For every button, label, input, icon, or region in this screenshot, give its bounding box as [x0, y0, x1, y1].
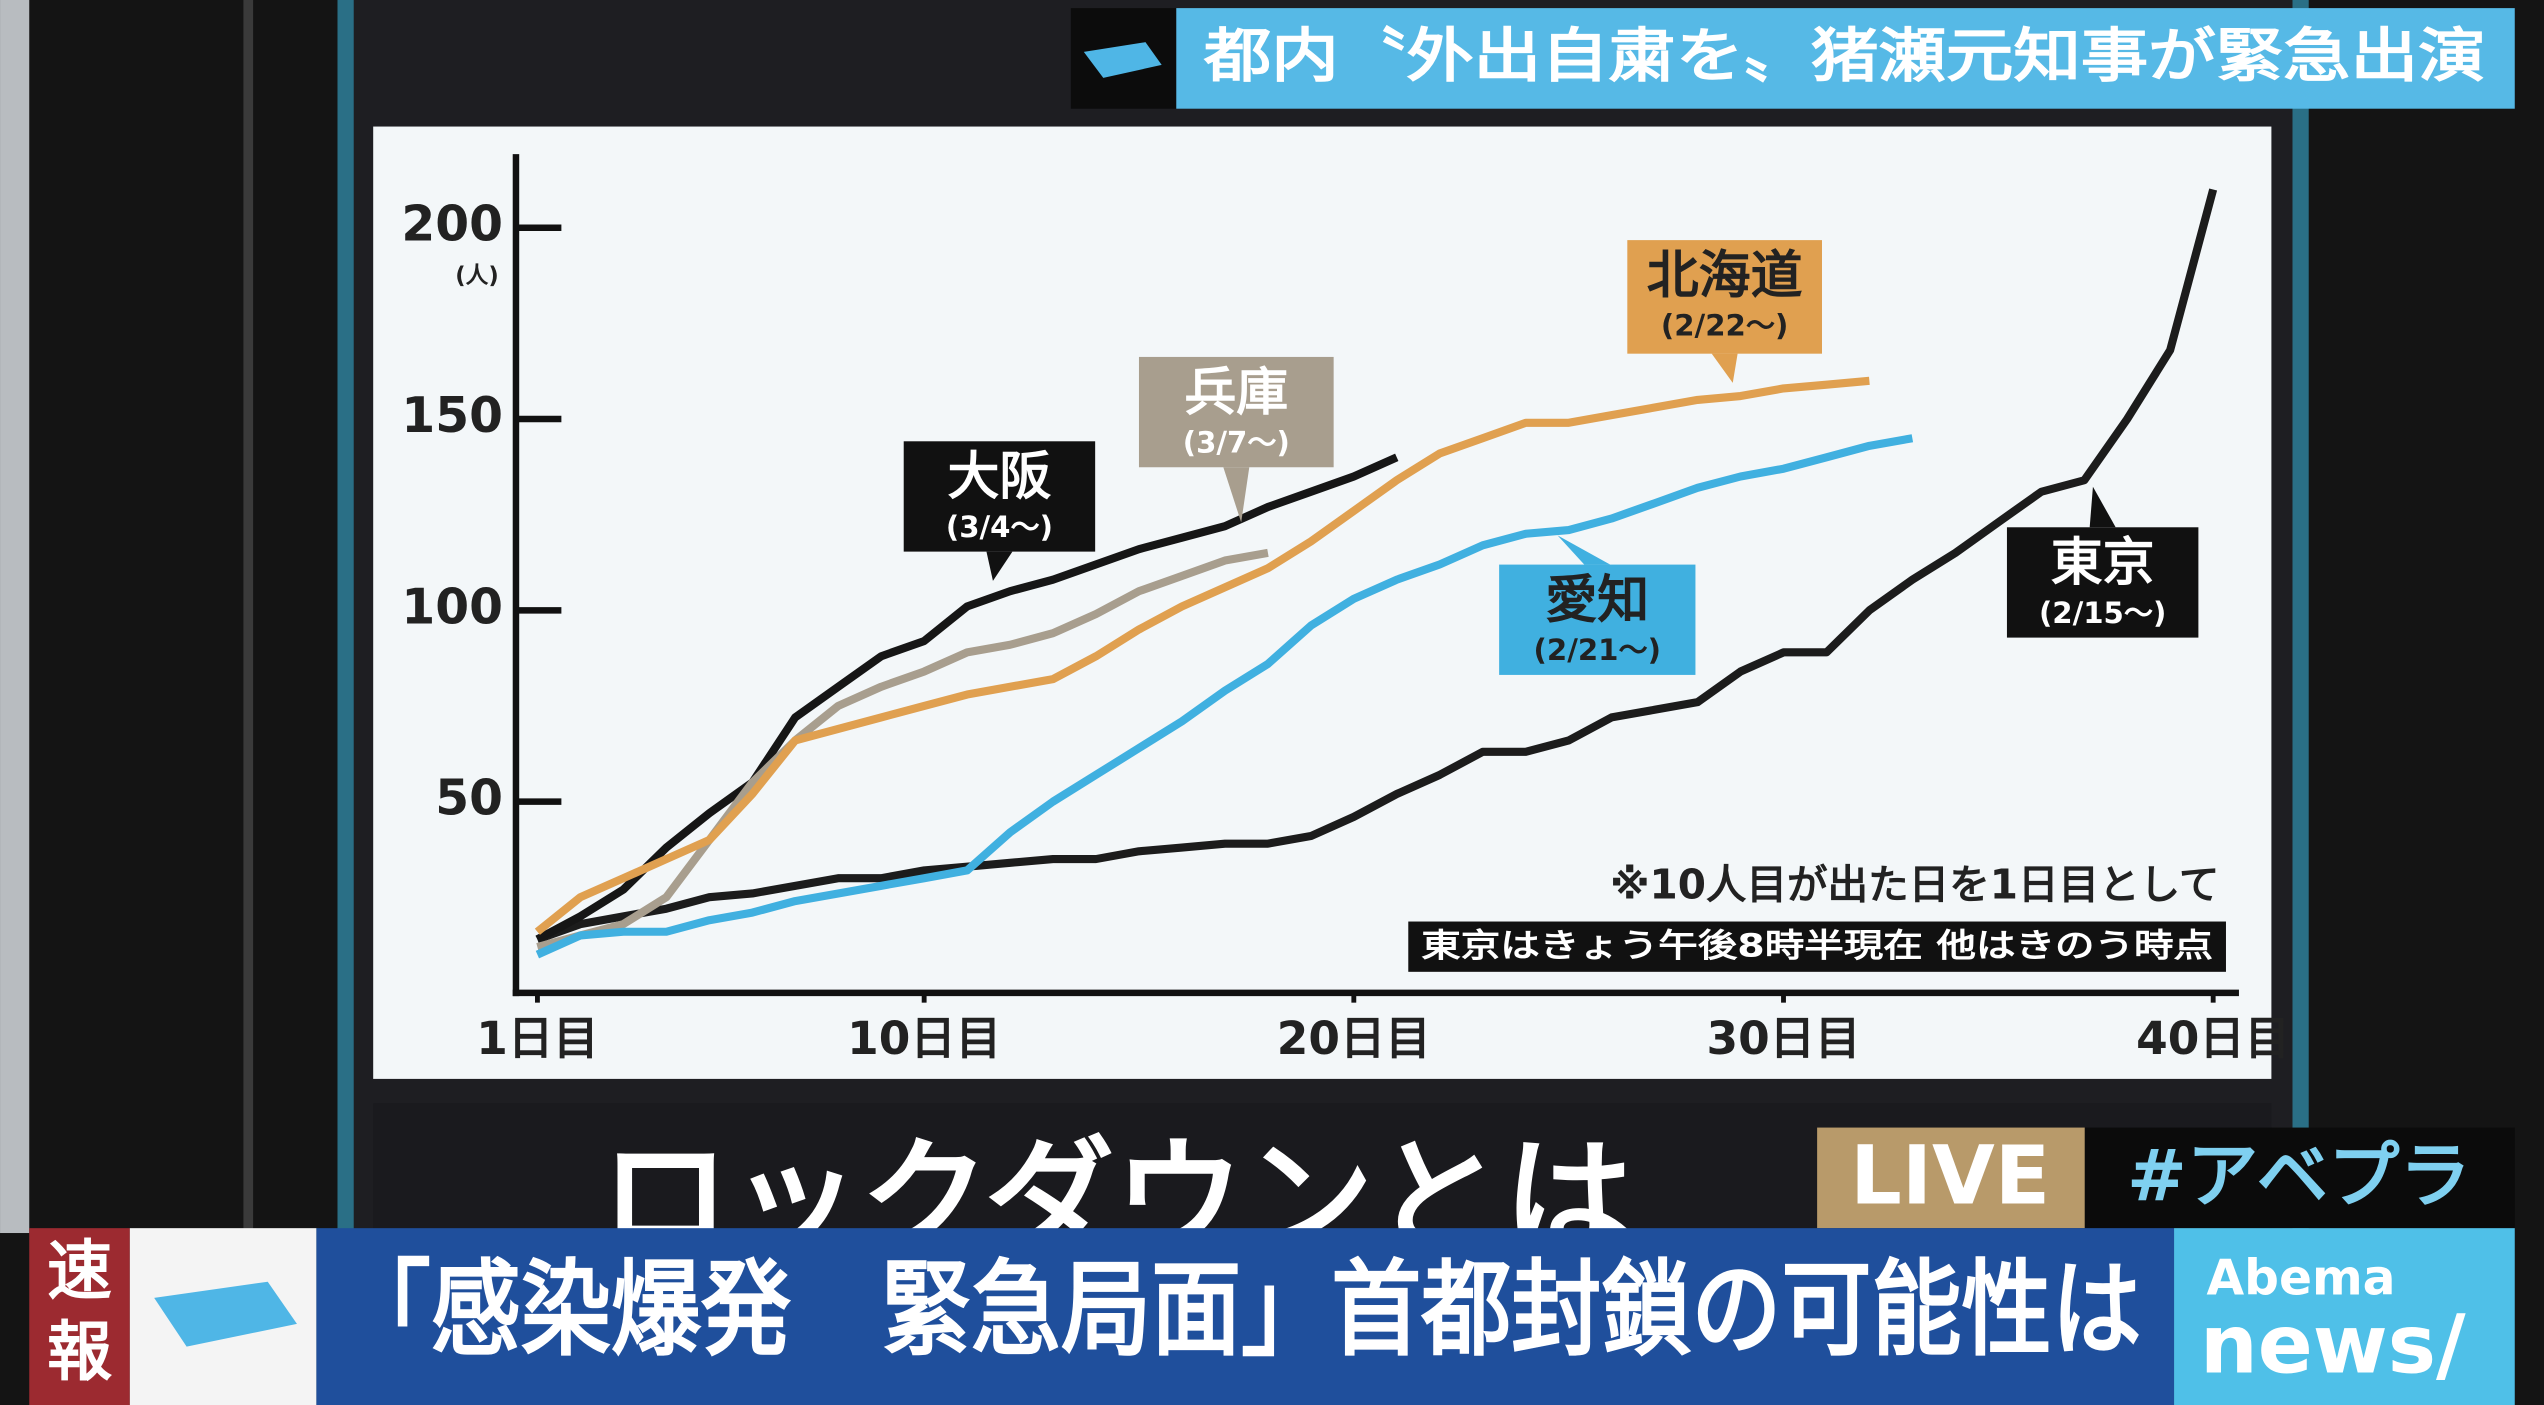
x-tick-label: 20日目	[1277, 1012, 1431, 1065]
left-edge	[0, 0, 30, 1234]
chart-panel	[373, 126, 2272, 1079]
label-box	[2006, 527, 2199, 638]
headline-flag-icon	[154, 1281, 297, 1347]
y-tick-label: 50	[435, 771, 503, 827]
label-pointer	[986, 551, 1013, 581]
studio-pillar	[243, 0, 254, 1234]
series-line	[536, 188, 2218, 944]
y-tick-label: 100	[401, 579, 503, 635]
legend-label: 東京	[2051, 533, 2155, 593]
series-line	[536, 548, 1269, 951]
label-pointer	[2089, 486, 2116, 528]
breaking-char: 報	[47, 1315, 112, 1390]
logo-bottom: news/	[2200, 1298, 2466, 1392]
label-box	[1499, 564, 1696, 675]
breaking-char: 速	[47, 1234, 112, 1309]
live-box	[1817, 1127, 2085, 1229]
label-pointer	[1557, 535, 1611, 565]
legend-label: 北海道	[1647, 246, 1803, 306]
legend-period: (3/4〜)	[946, 510, 1053, 544]
note-box	[1408, 921, 2226, 972]
y-tick-label: 200	[401, 197, 503, 253]
x-tick-label: 30日目	[1706, 1012, 1860, 1065]
banner-bar	[1176, 8, 2515, 109]
label-box	[1627, 240, 1822, 354]
series-line	[535, 453, 1399, 943]
label-box	[1138, 356, 1334, 468]
x-tick-label: 10日目	[847, 1012, 1001, 1065]
x-tick-label: 40日目	[2136, 1012, 2290, 1065]
logo-box	[2174, 1228, 2515, 1405]
legend-label: 大阪	[948, 447, 1052, 507]
legend-label: 兵庫	[1184, 363, 1288, 423]
legend-period: (2/15〜)	[2039, 596, 2166, 630]
legend-period: (3/7〜)	[1183, 426, 1290, 460]
headline: 「感染爆発 緊急局面」首都封鎖の可能性は	[341, 1251, 2142, 1371]
banner-flag-icon	[1083, 42, 1162, 78]
label-box	[903, 441, 1096, 552]
y-unit: (人)	[455, 263, 498, 289]
breaking-box	[29, 1228, 130, 1405]
series-line	[535, 434, 1914, 959]
hashtag-box	[2084, 1127, 2515, 1229]
y-tick-label: 150	[401, 388, 503, 444]
series-line	[534, 376, 1870, 935]
legend-period: (2/21〜)	[1534, 633, 1661, 667]
label-pointer	[1223, 467, 1250, 523]
hashtag: #アベプラ	[2127, 1135, 2471, 1218]
note: 東京はきょう午後8時半現在 他はきのう時点	[1421, 926, 2213, 964]
note: ※10人目が出た日を1日目として	[1610, 860, 2219, 908]
logo-top: Abema	[2207, 1251, 2396, 1307]
legend-period: (2/22〜)	[1661, 309, 1788, 343]
chart: 50 100 150 200 (人) 1日目 10日目 20日目 30日目 40日目 ※10人目が出…	[401, 154, 2290, 1065]
label-pointer	[1711, 353, 1738, 383]
x-tick-label: 1日目	[476, 1012, 598, 1065]
banner-text: 都内〝外出自粛を〟猪瀬元知事が緊急出演	[1203, 22, 2486, 90]
headline-bar	[316, 1228, 2175, 1405]
legend-label: 愛知	[1545, 571, 1649, 631]
live-label: LIVE	[1850, 1130, 2050, 1224]
